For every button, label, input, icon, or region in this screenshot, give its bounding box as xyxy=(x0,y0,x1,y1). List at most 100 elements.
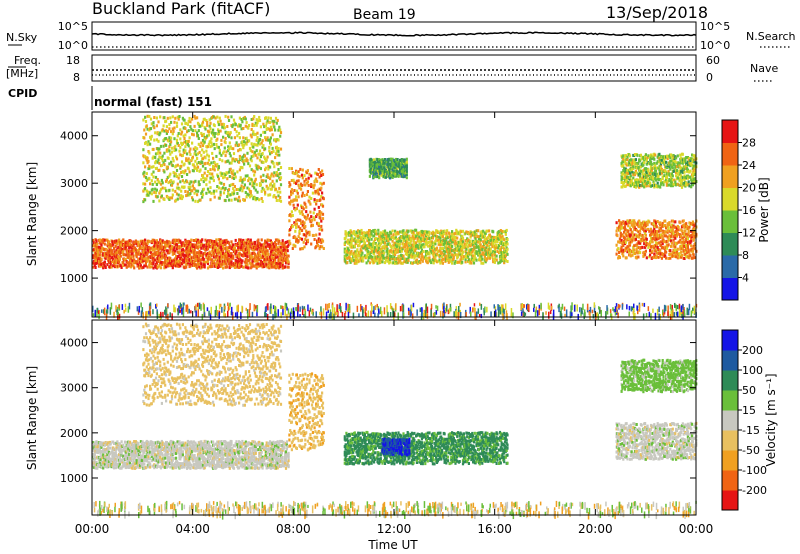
echo-cell xyxy=(143,254,146,258)
echo-cell xyxy=(179,264,182,268)
freq-label: Freq. xyxy=(14,54,41,67)
echo-cell xyxy=(344,240,347,244)
echo-cell xyxy=(390,246,393,250)
echo-cell xyxy=(189,192,192,195)
echo-cell xyxy=(212,189,215,193)
echo-cell xyxy=(97,245,101,249)
echo-cell xyxy=(357,234,360,238)
echo-cell xyxy=(370,242,373,246)
echo-cell xyxy=(376,244,379,248)
echo-cell xyxy=(188,247,191,251)
echo-cell xyxy=(104,266,107,269)
echo-cell xyxy=(232,118,236,122)
echo-cell xyxy=(150,265,153,269)
echo-cell xyxy=(171,188,174,192)
echo-cell xyxy=(301,220,304,224)
echo-cell xyxy=(243,143,246,147)
echo-cell xyxy=(400,249,403,253)
echo-cell xyxy=(224,251,227,255)
echo-cell xyxy=(118,240,121,244)
echo-cell xyxy=(288,195,291,199)
echo-cell xyxy=(279,245,283,249)
echo-cell xyxy=(217,128,220,132)
nave-tick-low: 0 xyxy=(706,71,713,84)
echo-cell xyxy=(97,263,101,267)
echo-cell xyxy=(244,174,247,178)
echo-cell xyxy=(362,255,365,259)
echo-cell xyxy=(233,185,236,188)
echo-cell xyxy=(218,181,221,185)
echo-cell xyxy=(319,188,322,192)
echo-cell xyxy=(177,132,180,135)
echo-cell xyxy=(618,256,621,259)
echo-cell xyxy=(397,261,400,265)
echo-cell xyxy=(361,251,364,255)
echo-cell xyxy=(645,237,648,241)
echo-cell xyxy=(176,163,179,167)
echo-cell xyxy=(249,133,252,137)
echo-cell xyxy=(240,264,243,268)
echo-cell xyxy=(655,225,658,229)
echo-cell xyxy=(194,146,197,150)
echo-cell xyxy=(667,243,670,247)
echo-cell xyxy=(201,161,204,164)
echo-cell xyxy=(303,233,306,237)
echo-cell xyxy=(207,243,210,247)
echo-cell xyxy=(293,221,296,225)
echo-cell xyxy=(319,213,322,217)
echo-cell xyxy=(506,238,509,241)
echo-cell xyxy=(240,184,243,188)
echo-cell xyxy=(378,258,382,262)
echo-cell xyxy=(131,251,134,255)
echo-cell xyxy=(217,130,220,133)
echo-cell xyxy=(201,157,205,161)
echo-cell xyxy=(144,176,148,179)
echo-cell xyxy=(243,260,246,264)
echo-cell xyxy=(103,264,106,268)
echo-cell xyxy=(206,123,209,127)
echo-cell xyxy=(240,246,243,250)
echo-cell xyxy=(219,238,222,242)
echo-cell xyxy=(197,253,200,257)
echo-cell xyxy=(190,238,193,242)
echo-cell xyxy=(203,171,206,175)
echo-cell xyxy=(164,261,167,265)
echo-cell xyxy=(184,190,187,193)
echo-cell xyxy=(264,255,267,259)
echo-cell xyxy=(172,263,175,267)
echo-cell xyxy=(242,160,245,164)
echo-cell xyxy=(228,161,231,165)
echo-cell xyxy=(284,252,288,256)
station-title: Buckland Park (fitACF) xyxy=(92,0,270,18)
echo-cell xyxy=(174,241,177,245)
echo-cell xyxy=(277,138,280,142)
echo-cell xyxy=(295,181,298,185)
echo-cell xyxy=(316,199,319,203)
echo-cell xyxy=(174,189,177,193)
echo-cell xyxy=(208,250,211,254)
echo-cell xyxy=(222,191,226,195)
echo-cell xyxy=(215,143,218,146)
echo-cell xyxy=(248,259,251,263)
echo-cell xyxy=(358,230,361,234)
echo-cell xyxy=(278,125,281,129)
echo-cell xyxy=(166,175,169,179)
echo-region xyxy=(368,157,408,180)
echo-cell xyxy=(360,239,363,243)
echo-cell xyxy=(175,138,179,142)
echo-cell xyxy=(150,255,153,259)
echo-cell xyxy=(171,156,174,160)
echo-cell xyxy=(181,153,184,157)
echo-cell xyxy=(212,246,215,250)
echo-cell xyxy=(356,240,359,244)
echo-cell xyxy=(321,228,324,232)
echo-cell xyxy=(396,158,399,161)
echo-cell xyxy=(386,231,389,235)
echo-cell xyxy=(301,168,304,172)
echo-cell xyxy=(143,250,146,254)
echo-cell xyxy=(161,181,164,185)
echo-cell xyxy=(196,266,199,270)
echo-cell xyxy=(182,148,185,152)
echo-cell xyxy=(275,171,278,174)
